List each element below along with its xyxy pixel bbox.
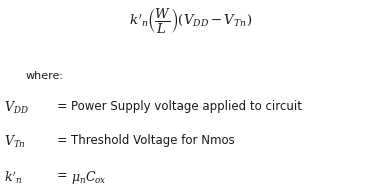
- Text: $\mu_n C_{ox}$: $\mu_n C_{ox}$: [71, 169, 107, 186]
- Text: $V_{DD}$: $V_{DD}$: [4, 100, 29, 116]
- Text: $k'_n$: $k'_n$: [4, 169, 22, 185]
- Text: =: =: [57, 169, 67, 182]
- Text: =: =: [57, 100, 67, 113]
- Text: $k'_n\left(\dfrac{W}{L}\right)(V_{DD} - V_{Tn})$: $k'_n\left(\dfrac{W}{L}\right)(V_{DD} - …: [129, 6, 252, 35]
- Text: where:: where:: [26, 71, 64, 81]
- Text: Power Supply voltage applied to circuit: Power Supply voltage applied to circuit: [71, 100, 302, 113]
- Text: =: =: [57, 134, 67, 147]
- Text: Threshold Voltage for Nmos: Threshold Voltage for Nmos: [71, 134, 235, 147]
- Text: $V_{Tn}$: $V_{Tn}$: [4, 134, 26, 151]
